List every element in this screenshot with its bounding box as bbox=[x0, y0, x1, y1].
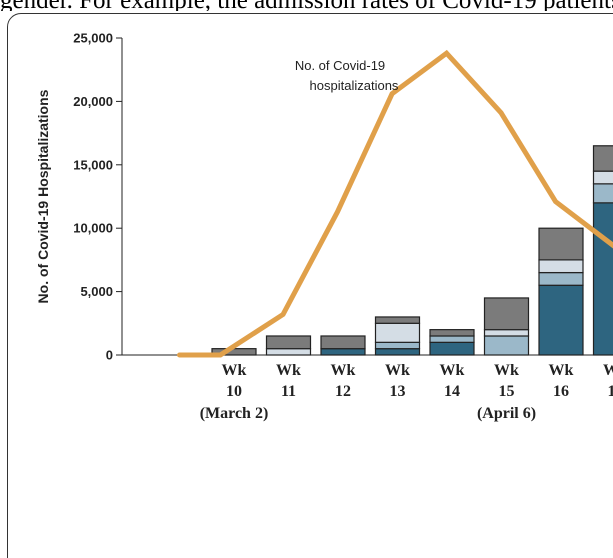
bar-segment bbox=[483, 335, 530, 356]
bar-segment bbox=[592, 183, 613, 204]
x-tick-label: Wk bbox=[385, 362, 410, 379]
x-tick-note: (April 6) bbox=[477, 405, 536, 422]
clipped-text-line: gender. For example, the admission rates… bbox=[0, 0, 613, 11]
x-tick-label: 11 bbox=[281, 383, 296, 400]
bar-segment bbox=[320, 348, 366, 356]
bar-segment bbox=[483, 329, 530, 337]
bar-segment bbox=[429, 329, 475, 337]
bar-segment bbox=[374, 322, 421, 343]
chart-panel bbox=[7, 13, 613, 558]
bar-segment bbox=[538, 227, 584, 261]
bar-segment bbox=[592, 170, 613, 185]
y-tick-label: 5,000 bbox=[80, 284, 113, 299]
bar-segment bbox=[538, 259, 584, 274]
bar-segment bbox=[538, 284, 584, 356]
line-label: No. of Covid-19 bbox=[295, 58, 385, 73]
bar-segment bbox=[265, 348, 312, 356]
y-tick-label: 15,000 bbox=[73, 157, 113, 172]
x-tick-label: Wk bbox=[549, 362, 574, 379]
bar-segment bbox=[374, 348, 421, 356]
x-tick-label: Wk bbox=[494, 362, 519, 379]
x-tick-label: 15 bbox=[499, 383, 515, 400]
bar-segment bbox=[429, 335, 475, 343]
bar-segment bbox=[320, 335, 366, 350]
y-tick-label: 10,000 bbox=[73, 221, 113, 236]
x-tick-label: Wk bbox=[603, 362, 613, 379]
bar-segment bbox=[429, 341, 475, 356]
x-tick-label: 10 bbox=[226, 383, 242, 400]
bar-segment bbox=[265, 335, 312, 350]
x-tick-note: (March 2) bbox=[200, 405, 269, 422]
x-tick-label: 14 bbox=[444, 383, 460, 400]
bar-segment bbox=[592, 145, 613, 172]
x-tick-label: Wk bbox=[331, 362, 356, 379]
x-tick-label: 12 bbox=[335, 383, 351, 400]
bar-segment bbox=[374, 341, 421, 350]
x-tick-label: Wk bbox=[222, 362, 247, 379]
x-tick-label: 16 bbox=[553, 383, 569, 400]
bar-segment bbox=[483, 297, 530, 331]
y-tick-label: 0 bbox=[106, 348, 113, 363]
y-tick-label: 20,000 bbox=[73, 94, 113, 109]
bar-segment bbox=[538, 271, 584, 286]
y-axis-label: No. of Covid-19 Hospitalizations bbox=[35, 89, 51, 303]
y-tick-label: 25,000 bbox=[73, 31, 113, 46]
line-label: hospitalizations bbox=[310, 78, 399, 93]
bar-segment bbox=[592, 202, 613, 356]
x-tick-label: Wk bbox=[276, 362, 301, 379]
x-tick-label: Wk bbox=[440, 362, 465, 379]
bar-segment bbox=[374, 316, 421, 324]
x-tick-label: 13 bbox=[390, 383, 406, 400]
x-tick-label: 17 bbox=[608, 383, 613, 400]
